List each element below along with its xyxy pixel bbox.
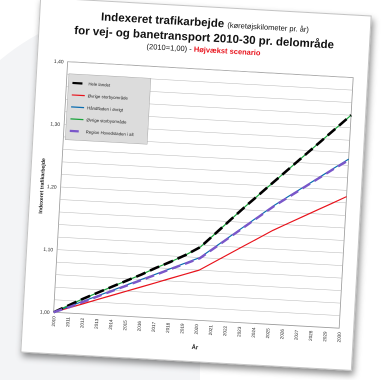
y-tick-label: 1,10: [43, 247, 53, 254]
x-axis-title: År: [191, 344, 199, 351]
line-chart: 1,00 1,10 1,20 1,30 1,40 2010 2011 2012 2013 2014…: [38, 59, 354, 351]
x-tick-label: 2012: [79, 317, 85, 328]
gridline: [67, 61, 354, 78]
series-line: [53, 196, 347, 313]
series-line: [53, 159, 350, 314]
gridline: [59, 199, 346, 216]
gridline: [60, 186, 347, 204]
x-tick-label: 2026: [279, 328, 285, 339]
x-tick-label: 2017: [151, 321, 157, 332]
legend-box: [65, 73, 152, 145]
x-tick-label: 2011: [65, 317, 71, 328]
legend-label: Øvrige storbyområde: [88, 93, 129, 100]
legend-label: Region Hovedstaden i alt: [86, 129, 135, 137]
x-tick-label: 2027: [294, 329, 300, 340]
legend-swatch: [69, 129, 83, 133]
x-tick-label: 2030: [336, 332, 342, 343]
chart-sheet: Indexeret trafikarbejde (køretøjskilomet…: [20, 0, 372, 371]
y-tick-label: 1,20: [47, 184, 57, 191]
gridline: [55, 274, 342, 291]
gridline: [59, 211, 345, 229]
x-tick-label: 2023: [236, 326, 242, 337]
gridline: [57, 236, 344, 254]
series-line: [53, 114, 352, 314]
x-tick-label: 2029: [322, 331, 328, 342]
y-axis-title: Indexeret trafikarbejde: [38, 158, 47, 214]
gridline: [61, 174, 347, 191]
x-tick-label: 2022: [222, 325, 228, 336]
x-tick-label: 2014: [108, 319, 114, 330]
x-tick-label: 2028: [308, 330, 314, 341]
gridline: [62, 149, 349, 166]
legend-label: Øvrige storbyområde: [86, 117, 127, 124]
y-tick-label: 1,30: [50, 122, 60, 129]
legend-swatch: [70, 118, 84, 121]
legend-swatch: [71, 106, 85, 109]
x-tick-label: 2010: [51, 316, 57, 327]
y-tick-label: 1,00: [40, 309, 50, 316]
gridline: [62, 161, 348, 179]
x-tick-label: 2016: [136, 320, 142, 331]
gridline: [58, 224, 345, 241]
x-tick-label: 2019: [179, 323, 185, 334]
x-tick-label: 2020: [194, 324, 200, 335]
x-tick-label: 2018: [165, 322, 171, 333]
y-tick-label: 1,40: [54, 59, 64, 66]
legend-swatch: [71, 94, 85, 97]
x-tick-label: 2021: [208, 324, 214, 335]
x-tick-label: 2025: [265, 328, 271, 339]
x-tick-label: 2024: [251, 327, 257, 338]
x-tick-label: 2013: [94, 318, 100, 329]
gridline: [54, 299, 340, 316]
x-tick-label: 2015: [122, 320, 128, 331]
legend-label: Håndfladen i øvrigt: [87, 105, 124, 112]
legend-label: Hele landet: [88, 81, 111, 87]
legend-swatch: [72, 81, 86, 85]
